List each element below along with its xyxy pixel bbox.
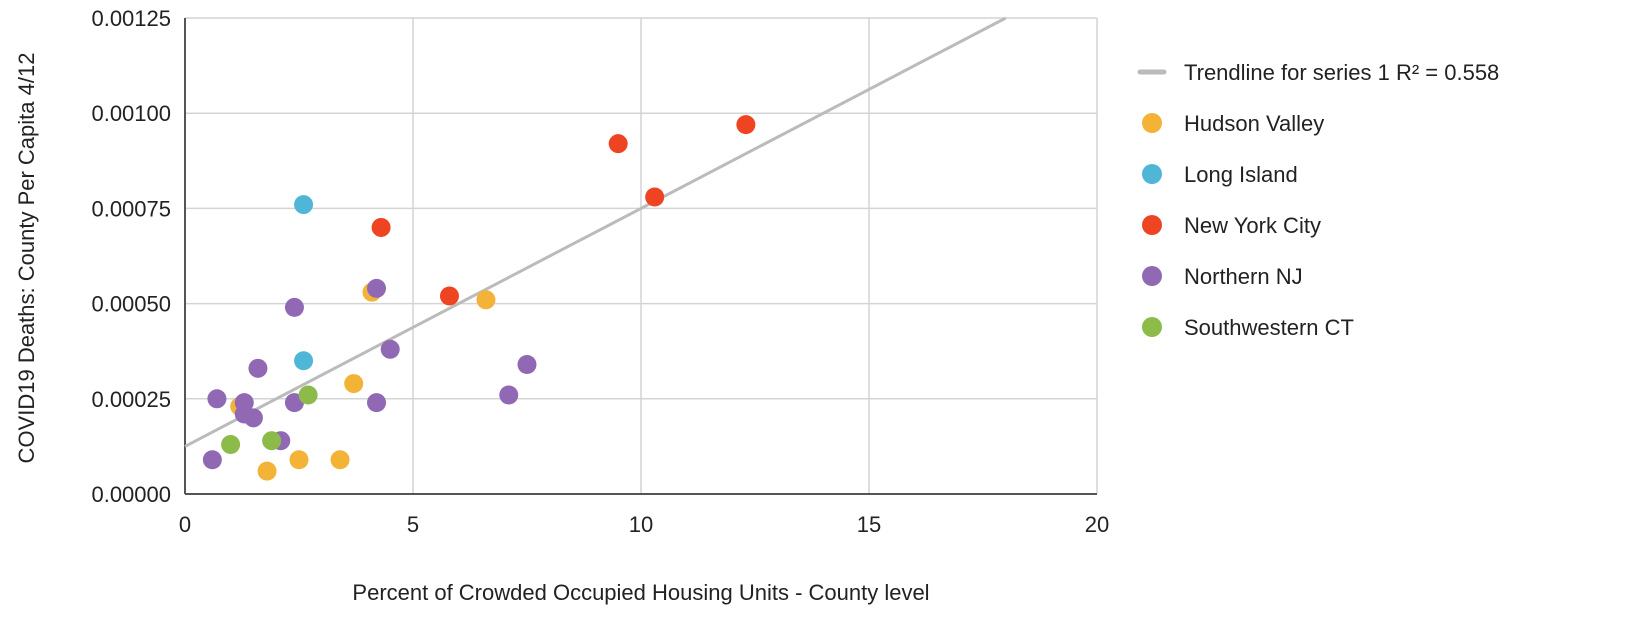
legend-item-trendline: Trendline for series 1 R² = 0.558 — [1137, 60, 1499, 85]
data-point-hudson-valley — [344, 374, 364, 394]
data-point-new-york-city — [608, 134, 628, 154]
legend-item-long-island: Long Island — [1142, 162, 1298, 187]
data-point-new-york-city — [439, 286, 459, 306]
x-tick-label: 20 — [1085, 512, 1109, 537]
data-point-southwestern-ct — [262, 431, 282, 451]
legend-label: Northern NJ — [1184, 264, 1303, 289]
legend-item-new-york-city: New York City — [1142, 213, 1321, 238]
x-tick-label: 0 — [179, 512, 191, 537]
y-tick-label: 0.00075 — [91, 196, 171, 221]
tick-labels: 0 5 10 15 20 0.00000 0.00025 0.00050 0.00075 0.00… — [91, 6, 1109, 537]
legend-swatch — [1142, 164, 1162, 184]
data-point-southwestern-ct — [298, 385, 318, 405]
data-point-new-york-city — [736, 115, 756, 135]
data-point-northern-nj — [248, 358, 268, 378]
data-point-hudson-valley — [289, 450, 309, 470]
legend-label: New York City — [1184, 213, 1321, 238]
axis-frame — [184, 18, 1097, 495]
data-point-northern-nj — [367, 278, 387, 298]
legend-swatch — [1142, 113, 1162, 133]
data-point-long-island — [294, 351, 314, 371]
data-point-northern-nj — [243, 408, 263, 428]
data-point-northern-nj — [367, 393, 387, 413]
legend-swatch — [1142, 215, 1162, 235]
y-tick-label: 0.00000 — [91, 482, 171, 507]
data-point-northern-nj — [207, 389, 227, 409]
legend-swatch — [1142, 317, 1162, 337]
data-point-hudson-valley — [476, 290, 496, 310]
legend-swatch — [1142, 266, 1162, 286]
y-tick-label: 0.00025 — [91, 387, 171, 412]
data-point-new-york-city — [371, 217, 391, 237]
legend-item-southwestern-ct: Southwestern CT — [1142, 315, 1354, 340]
y-tick-label: 0.00050 — [91, 292, 171, 317]
y-tick-label: 0.00100 — [91, 101, 171, 126]
grid-lines — [184, 17, 1098, 495]
x-axis-title: Percent of Crowded Occupied Housing Unit… — [352, 580, 929, 605]
x-tick-label: 5 — [407, 512, 419, 537]
legend-label: Long Island — [1184, 162, 1298, 187]
y-tick-label: 0.00125 — [91, 6, 171, 31]
legend-item-hudson-valley: Hudson Valley — [1142, 111, 1324, 136]
trendline-layer — [184, 16, 1007, 448]
data-point-southwestern-ct — [221, 434, 241, 454]
legend-label: Southwestern CT — [1184, 315, 1354, 340]
data-point-northern-nj — [284, 297, 304, 317]
trendline — [184, 16, 1007, 448]
data-point-northern-nj — [499, 385, 519, 405]
legend-label: Trendline for series 1 R² = 0.558 — [1184, 60, 1499, 85]
x-tick-label: 10 — [629, 512, 653, 537]
data-point-hudson-valley — [257, 461, 277, 481]
data-point-northern-nj — [202, 450, 222, 470]
x-tick-label: 15 — [857, 512, 881, 537]
data-point-northern-nj — [380, 339, 400, 359]
data-point-northern-nj — [517, 355, 537, 375]
legend-label: Hudson Valley — [1184, 111, 1324, 136]
legend-item-northern-nj: Northern NJ — [1142, 264, 1303, 289]
data-points — [202, 115, 756, 481]
data-point-long-island — [294, 195, 314, 215]
data-point-new-york-city — [645, 187, 665, 207]
data-point-hudson-valley — [330, 450, 350, 470]
y-axis-title: COVID19 Deaths: County Per Capita 4/12 — [14, 53, 39, 464]
legend: Trendline for series 1 R² = 0.558 Hudson … — [1137, 60, 1499, 340]
